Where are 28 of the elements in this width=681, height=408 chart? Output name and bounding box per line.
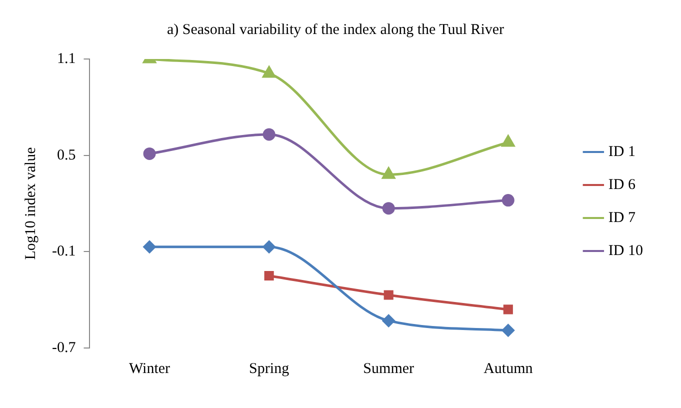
point xyxy=(384,290,394,300)
point xyxy=(264,270,274,281)
point xyxy=(382,314,395,327)
x-tick-label: Autumn xyxy=(484,360,534,377)
point xyxy=(262,240,276,254)
point xyxy=(262,66,276,78)
y-tick-label: -0.1 xyxy=(52,244,76,260)
point xyxy=(502,324,514,337)
point xyxy=(143,147,156,160)
point xyxy=(503,304,513,314)
point xyxy=(502,194,514,207)
point xyxy=(502,135,515,147)
y-axis-title: Log10 index value xyxy=(22,146,39,260)
y-tick-label: -0.7 xyxy=(52,340,76,356)
point xyxy=(143,240,156,254)
legend-label: ID 6 xyxy=(608,176,636,193)
x-tick-label: Winter xyxy=(128,360,170,377)
legend-label: ID 7 xyxy=(608,210,636,226)
y-tick-label: 1.1 xyxy=(56,50,76,67)
y-tick-label: 0.5 xyxy=(56,147,76,164)
legend-label: ID 1 xyxy=(608,144,636,160)
point xyxy=(262,128,276,141)
legend-label: ID 10 xyxy=(608,242,643,259)
x-tick-label: Summer xyxy=(363,360,414,377)
point xyxy=(382,167,396,179)
x-tick-label: Spring xyxy=(249,360,290,377)
point xyxy=(382,202,395,215)
chart-title: a) Seasonal variability of the index along the Tuul River xyxy=(166,22,504,38)
